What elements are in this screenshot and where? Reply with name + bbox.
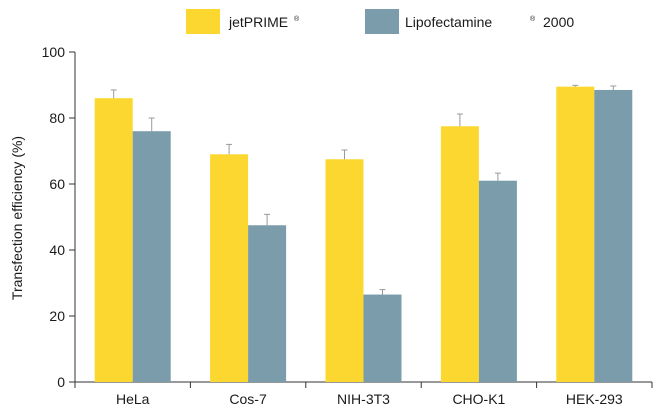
legend-mark-lipofectamine: ® <box>530 15 536 23</box>
y-tick-label: 100 <box>42 44 66 60</box>
x-tick-label: Cos-7 <box>229 391 267 407</box>
bar-jetprime <box>556 86 595 383</box>
legend-mark-jetprime: ® <box>294 15 300 23</box>
legend-swatch-jetprime <box>186 9 220 34</box>
y-tick-label: 80 <box>49 110 65 126</box>
y-tick-label: 20 <box>49 308 65 324</box>
bar-lipofectamine <box>363 294 402 382</box>
legend-label-jetprime: jetPRIME <box>228 14 288 30</box>
bar-lipofectamine <box>594 89 633 382</box>
bar-jetprime <box>210 154 249 382</box>
bar-jetprime <box>94 98 133 382</box>
bar-jetprime <box>440 126 479 382</box>
y-axis-title: Transfection efficiency (%) <box>9 136 25 300</box>
y-tick-label: 40 <box>49 242 65 258</box>
bar-jetprime <box>325 159 364 382</box>
y-tick-label: 0 <box>57 374 65 390</box>
bar-lipofectamine <box>478 180 517 382</box>
legend-swatch-lipofectamine <box>365 9 399 34</box>
x-tick-label: NIH-3T3 <box>337 391 390 407</box>
y-tick-label: 60 <box>49 176 65 192</box>
x-tick-label: HeLa <box>116 391 150 407</box>
x-tick-label: CHO-K1 <box>452 391 505 407</box>
bar-lipofectamine <box>132 131 171 382</box>
legend-suffix-lipofectamine: 2000 <box>543 14 574 30</box>
x-tick-label: HEK-293 <box>566 391 623 407</box>
legend: jetPRIME ® Lipofectamine ® 2000 <box>186 9 574 34</box>
plot-area: 0 20 40 60 80 100 HeLa Cos-7 NIH-3T3 CHO-K1 HEK-29… <box>42 44 653 407</box>
legend-label-lipofectamine: Lipofectamine <box>405 14 492 30</box>
bar-lipofectamine <box>248 225 287 382</box>
